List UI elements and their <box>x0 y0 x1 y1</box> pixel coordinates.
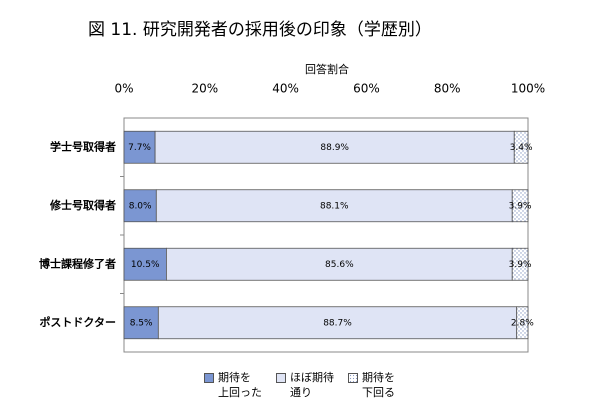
legend-swatch <box>348 373 358 383</box>
value-label: 88.1% <box>320 201 349 211</box>
x-tick-label: 40% <box>272 82 299 96</box>
axis-label: 回答割合 <box>305 62 349 76</box>
legend-label: ほぼ期待 通り <box>290 371 334 399</box>
legend-swatch <box>204 373 214 383</box>
bar-segment <box>166 247 513 281</box>
value-label: 8.5% <box>130 318 153 328</box>
value-label: 85.6% <box>325 260 354 270</box>
chart-title: 図 11. 研究開発者の採用後の印象（学歴別） <box>88 20 432 40</box>
value-label: 3.9% <box>509 201 532 211</box>
value-label: 3.9% <box>509 260 532 270</box>
bar-segment <box>123 306 159 340</box>
legend-label: 期待を 下回る <box>362 371 395 399</box>
value-label: 7.7% <box>128 143 151 153</box>
bar-segment <box>511 247 529 281</box>
x-tick-label: 100% <box>511 82 545 96</box>
legend-swatch <box>276 373 286 383</box>
value-label: 10.5% <box>131 260 160 270</box>
y-tick-label: ポストドクター <box>39 315 116 329</box>
y-tick-label: 学士号取得者 <box>50 139 116 153</box>
value-label: 2.8% <box>511 318 534 328</box>
chart: 図 11. 研究開発者の採用後の印象（学歴別） 回答割合 0% 20% 40% 60%… <box>39 20 545 353</box>
bar-segment <box>516 306 529 340</box>
bar-segment <box>154 130 515 164</box>
value-label: 88.7% <box>323 318 352 328</box>
y-tick-label: 修士号取得者 <box>49 198 116 212</box>
legend-item: 期待を 上回った <box>204 370 262 400</box>
value-label: 8.0% <box>129 201 152 211</box>
bar-segment <box>123 189 157 223</box>
bar-segment <box>123 130 156 164</box>
x-tick-label: 20% <box>191 82 218 96</box>
bar-segment <box>157 306 518 340</box>
legend: 期待を 上回った ほぼ期待 通り 期待を 下回る <box>0 370 599 400</box>
x-tick-label: 80% <box>434 82 461 96</box>
x-tick-label: 0% <box>114 82 133 96</box>
bar-segment <box>511 189 529 223</box>
legend-item: 期待を 下回る <box>348 370 395 400</box>
legend-label: 期待を 上回った <box>218 371 262 399</box>
value-label: 88.9% <box>320 143 349 153</box>
value-label: 3.4% <box>510 143 533 153</box>
bar-segment <box>513 130 529 164</box>
bar-segment <box>123 247 167 281</box>
legend-item: ほぼ期待 通り <box>276 370 334 400</box>
y-tick-label: 博士課程修了者 <box>39 256 116 270</box>
bar-segment <box>155 189 513 223</box>
x-tick-label: 60% <box>353 82 380 96</box>
